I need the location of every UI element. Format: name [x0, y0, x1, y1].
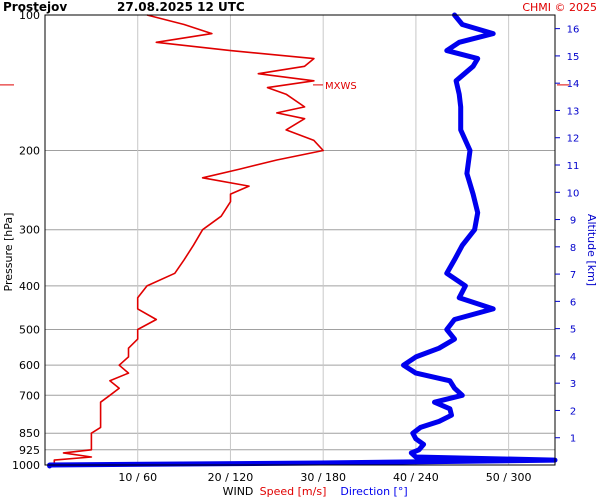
altitude-tick-15: 15	[567, 52, 580, 63]
direction-series-line	[47, 12, 558, 469]
altitude-tick-8: 8	[570, 243, 576, 254]
wind-tick-50: 50 / 300	[486, 471, 532, 484]
altitude-tick-3: 3	[570, 379, 576, 390]
altitude-tick-10: 10	[567, 188, 580, 199]
altitude-tick-7: 7	[570, 270, 576, 281]
altitude-tick-1: 1	[570, 434, 576, 445]
plot-frame	[44, 14, 556, 466]
altitude-tick-12: 12	[567, 134, 580, 145]
speed-axis-label: Speed [m/s]	[260, 485, 327, 498]
wind-tick-10: 10 / 60	[118, 471, 157, 484]
altitude-tick-6: 6	[570, 297, 576, 308]
altitude-tick-5: 5	[570, 325, 576, 336]
pressure-tick-400: 400	[19, 280, 40, 293]
pressure-tick-500: 500	[19, 324, 40, 337]
altitude-tick-13: 13	[567, 106, 580, 117]
wind-tick-20: 20 / 120	[208, 471, 254, 484]
copyright: CHMI © 2025	[522, 1, 597, 14]
grid-lines	[45, 15, 555, 465]
pressure-axis-label: Pressure [hPa]	[2, 213, 15, 292]
annotation-layer: MXWS	[0, 81, 569, 92]
altitude-tick-2: 2	[570, 406, 576, 417]
pressure-tick-100: 100	[19, 9, 40, 22]
pressure-tick-200: 200	[19, 144, 40, 157]
pressure-tick-850: 850	[19, 427, 40, 440]
mxws-label: MXWS	[325, 81, 357, 92]
altitude-tick-9: 9	[570, 216, 576, 227]
altitude-tick-16: 16	[567, 25, 580, 36]
station-title: Prostejov	[3, 0, 67, 14]
wind-tick-labels: 10 / 60 20 / 120 30 / 180 40 / 240 50 / 300	[118, 471, 531, 484]
pressure-tick-labels: 100 200 300 400 500 600 700 850 925 1000	[12, 9, 40, 472]
altitude-tick-14: 14	[567, 79, 580, 90]
pressure-tick-300: 300	[19, 224, 40, 237]
wind-tick-40: 40 / 240	[393, 471, 439, 484]
altitude-tick-11: 11	[567, 161, 580, 172]
wind-axis-label: WIND	[223, 485, 254, 498]
series-layer	[47, 12, 558, 469]
datetime-title: 27.08.2025 12 UTC	[117, 0, 245, 14]
pressure-tick-700: 700	[19, 389, 40, 402]
pressure-tick-1000: 1000	[12, 459, 40, 472]
altitude-axis-label: Altitude [km]	[585, 214, 598, 286]
altitude-tick-4: 4	[570, 352, 576, 363]
pressure-tick-600: 600	[19, 359, 40, 372]
wind-tick-30: 30 / 180	[300, 471, 346, 484]
direction-axis-label: Direction [°]	[340, 485, 407, 498]
pressure-tick-925: 925	[19, 444, 40, 457]
speed-series-line	[53, 14, 325, 465]
